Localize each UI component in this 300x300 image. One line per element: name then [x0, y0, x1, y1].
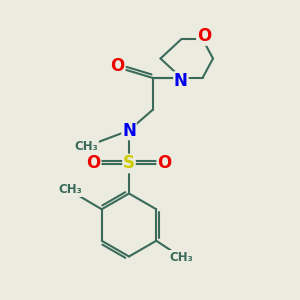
Text: O: O	[157, 154, 172, 172]
Text: CH₃: CH₃	[58, 183, 82, 196]
Text: N: N	[174, 72, 188, 90]
Text: N: N	[122, 122, 136, 140]
Text: O: O	[86, 154, 101, 172]
Text: CH₃: CH₃	[74, 140, 98, 153]
Text: S: S	[123, 154, 135, 172]
Text: O: O	[110, 57, 125, 75]
Text: CH₃: CH₃	[169, 250, 193, 264]
Text: O: O	[197, 27, 211, 45]
